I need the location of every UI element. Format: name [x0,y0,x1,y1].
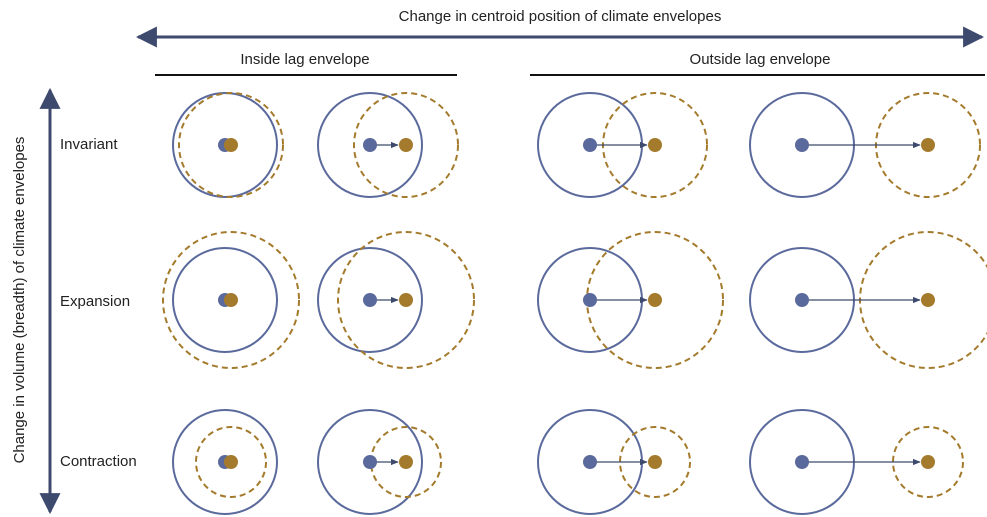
future-centroid [648,293,662,307]
future-centroid [224,293,238,307]
future-centroid [921,455,935,469]
current-centroid [583,293,597,307]
current-envelope [172,247,278,353]
current-envelope [172,92,278,198]
current-envelope [317,247,423,353]
current-envelope [172,409,278,515]
current-centroid [363,455,377,469]
side-label: Change in volume (breadth) of climate en… [11,137,28,464]
future-centroid [224,138,238,152]
envelope-grid [162,92,987,515]
row-label: Contraction [60,453,137,470]
future-envelope [370,426,442,498]
future-centroid [648,455,662,469]
future-centroid [399,455,413,469]
future-envelope [892,426,964,498]
top-label: Change in centroid position of climate e… [399,8,722,25]
current-centroid [363,293,377,307]
row-label: Invariant [60,136,118,153]
group-label: Outside lag envelope [690,51,831,68]
current-centroid [583,455,597,469]
future-envelope [337,231,475,369]
current-centroid [795,138,809,152]
current-envelope [317,92,423,198]
future-centroid [921,293,935,307]
current-centroid [583,138,597,152]
future-centroid [648,138,662,152]
current-centroid [795,455,809,469]
future-centroid [921,138,935,152]
row-label: Expansion [60,293,130,310]
future-centroid [224,455,238,469]
current-envelope [317,409,423,515]
future-envelope [195,426,267,498]
future-envelope [178,92,284,198]
future-envelope [353,92,459,198]
current-centroid [363,138,377,152]
future-centroid [399,293,413,307]
current-centroid [795,293,809,307]
future-centroid [399,138,413,152]
future-envelope [162,231,300,369]
group-label: Inside lag envelope [240,51,369,68]
future-envelope [619,426,691,498]
